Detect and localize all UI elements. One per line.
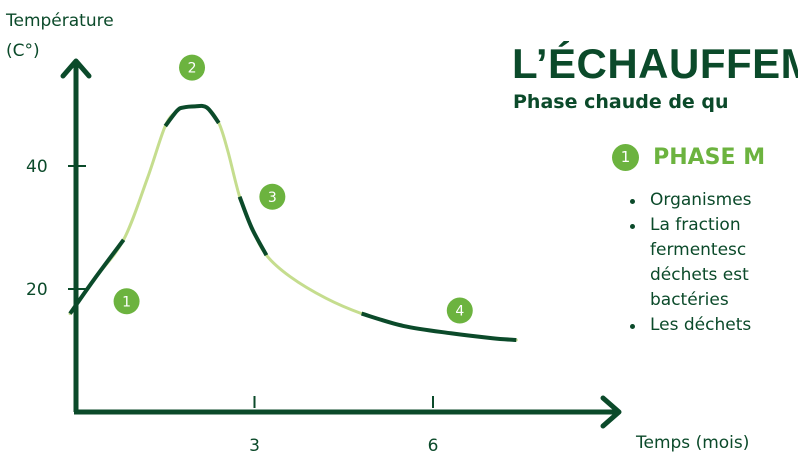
page-subtitle: Phase chaude de qu — [513, 91, 729, 113]
page-title: L’ÉCHAUFFEM — [512, 40, 798, 87]
bullet-item: Organismes — [628, 188, 798, 213]
phase-1-heading: 1 PHASE M — [612, 144, 765, 171]
phase-1-badge: 1 — [612, 144, 639, 171]
y-tick-label: 40 — [26, 157, 48, 177]
chart-axes — [60, 58, 622, 429]
phase-badge-label: 4 — [455, 304, 464, 320]
phase-badges: 1 2 3 4 — [113, 54, 473, 324]
x-axis-label: Temps (mois) — [635, 433, 749, 453]
y-axis-label: Température — [5, 11, 114, 31]
curve-highlight-4 — [361, 311, 517, 343]
phase-badge-3 — [259, 183, 286, 210]
phase-badge-2 — [179, 54, 206, 81]
phase-1-title: PHASE M — [653, 145, 766, 170]
x-tick-label: 3 — [249, 436, 260, 453]
curve-highlight-3 — [237, 196, 269, 257]
bullet-item: bactéries — [650, 290, 729, 310]
y-tick-label: 20 — [26, 280, 48, 300]
phase-badge-4 — [446, 297, 473, 324]
phase-badge-label: 1 — [122, 294, 131, 310]
x-tick-label: 6 — [428, 436, 439, 453]
curve-highlight-2 — [163, 103, 221, 128]
x-axis-arrow — [600, 395, 622, 429]
chart-ticks: 3 6 20 40 — [26, 157, 438, 453]
phase-badge-1 — [113, 288, 140, 315]
phase-1-bullets: Organismes La fraction fermentesc déchet… — [628, 188, 798, 338]
phase-badge-label: 3 — [268, 190, 277, 206]
bullet-item: Les déchets — [628, 313, 798, 338]
bullet-item: fermentesc — [650, 240, 747, 260]
phase-badge-label: 2 — [188, 61, 197, 77]
y-axis-unit: (C°) — [6, 41, 40, 61]
bullet-item: La fraction — [628, 213, 798, 238]
bullet-item: déchets est — [650, 265, 749, 285]
y-axis-arrow — [60, 58, 92, 79]
